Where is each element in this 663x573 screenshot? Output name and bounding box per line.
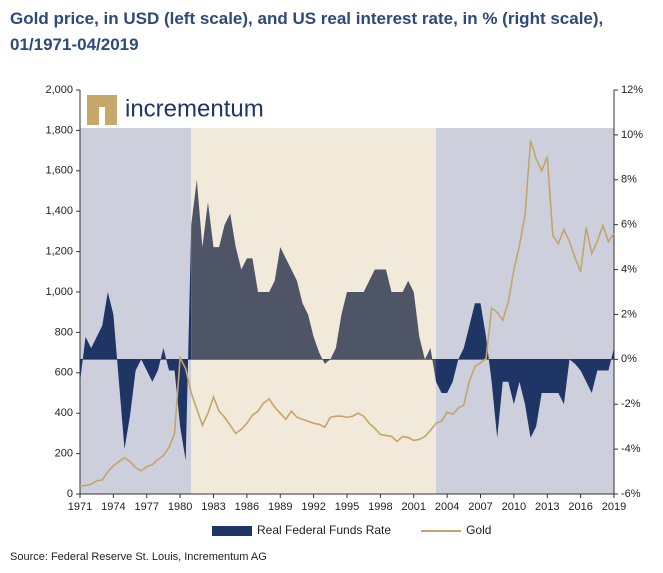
y-tick-label: 1,200	[45, 246, 73, 258]
y2-tick-label: -2%	[621, 398, 641, 410]
x-tick-label: 1977	[135, 501, 159, 513]
x-tick-label: 2007	[468, 501, 492, 513]
y-tick-label: 200	[55, 448, 73, 460]
x-tick-label: 2010	[502, 501, 526, 513]
y2-tick-label: -4%	[621, 443, 641, 455]
y-tick-label: 600	[55, 367, 73, 379]
y-tick-label: 1,600	[45, 165, 73, 177]
y-tick-label: 1,000	[45, 286, 73, 298]
x-tick-label: 1983	[201, 501, 225, 513]
y-tick-label: 1,400	[45, 205, 73, 217]
legend-swatch	[212, 526, 252, 536]
chart-title: Gold price, in USD (left scale), and US …	[10, 9, 603, 54]
y-tick-label: 800	[55, 326, 73, 338]
legend-label: Gold	[466, 523, 491, 537]
legend-label: Real Federal Funds Rate	[257, 523, 391, 537]
x-tick-label: 2016	[568, 501, 592, 513]
x-tick-label: 1989	[268, 501, 292, 513]
x-tick-label: 1971	[68, 501, 92, 513]
y2-tick-label: 6%	[621, 219, 637, 231]
source: Source: Federal Reserve St. Louis, Incre…	[10, 551, 267, 563]
x-tick-label: 1986	[235, 501, 259, 513]
x-tick-label: 2001	[402, 501, 426, 513]
x-tick-label: 1974	[101, 501, 125, 513]
y-tick-label: 400	[55, 407, 73, 419]
rate-area	[80, 224, 192, 461]
period-band	[436, 128, 614, 494]
x-tick-label: 2004	[435, 501, 459, 513]
x-tick-label: 2019	[602, 501, 626, 513]
rate-area	[436, 303, 614, 438]
x-tick-label: 1992	[301, 501, 325, 513]
x-tick-label: 1995	[335, 501, 359, 513]
y2-tick-label: -6%	[621, 488, 641, 500]
x-tick-label: 2013	[535, 501, 559, 513]
y2-tick-label: 4%	[621, 263, 637, 275]
rate-area	[191, 179, 436, 382]
gold-line	[79, 140, 615, 487]
y2-tick-label: 10%	[621, 129, 643, 141]
logo-text: incrementum	[125, 95, 264, 122]
y2-tick-label: 12%	[621, 84, 643, 96]
y-tick-label: 2,000	[45, 84, 73, 96]
x-tick-label: 1998	[368, 501, 392, 513]
logo-icon-trunk	[99, 107, 105, 125]
y2-tick-label: 8%	[621, 174, 637, 186]
y2-tick-label: 2%	[621, 308, 637, 320]
x-tick-label: 1980	[168, 501, 192, 513]
y-tick-label: 1,800	[45, 124, 73, 136]
period-band	[80, 128, 192, 494]
y2-tick-label: 0%	[621, 353, 637, 365]
y-tick-label: 0	[67, 488, 73, 500]
logo: incrementum	[87, 95, 264, 125]
